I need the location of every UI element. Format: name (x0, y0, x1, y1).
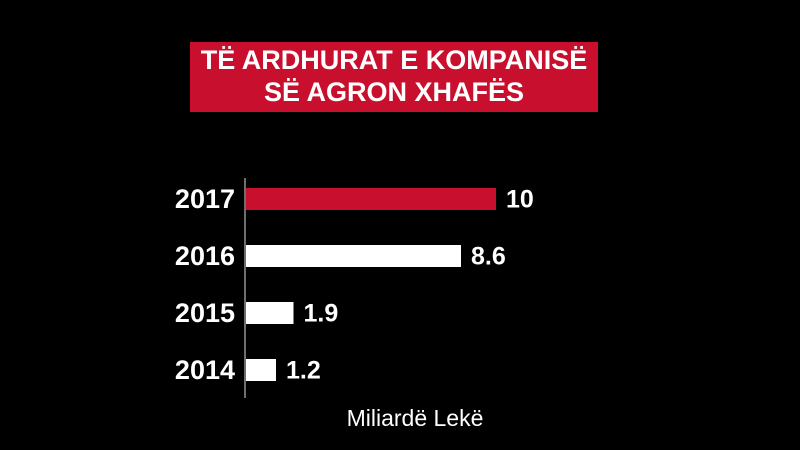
value-label: 1.2 (286, 357, 321, 385)
y-tick-label: 2016 (175, 241, 235, 271)
y-tick-label: 2017 (175, 184, 235, 214)
value-label: 1.9 (304, 300, 339, 328)
bar (246, 188, 496, 210)
x-axis-label: Miliardë Lekë (347, 405, 484, 431)
bar (246, 245, 461, 267)
bar (246, 302, 294, 324)
value-label: 8.6 (471, 243, 506, 271)
y-tick-label: 2014 (175, 355, 235, 385)
title-box (190, 42, 598, 112)
value-label: 10 (506, 186, 534, 214)
chart-title: SË AGRON XHAFËS (264, 77, 524, 107)
chart-title: TË ARDHURAT E KOMPANISË (201, 45, 588, 75)
y-tick-label: 2015 (175, 298, 235, 328)
bar (246, 359, 276, 381)
